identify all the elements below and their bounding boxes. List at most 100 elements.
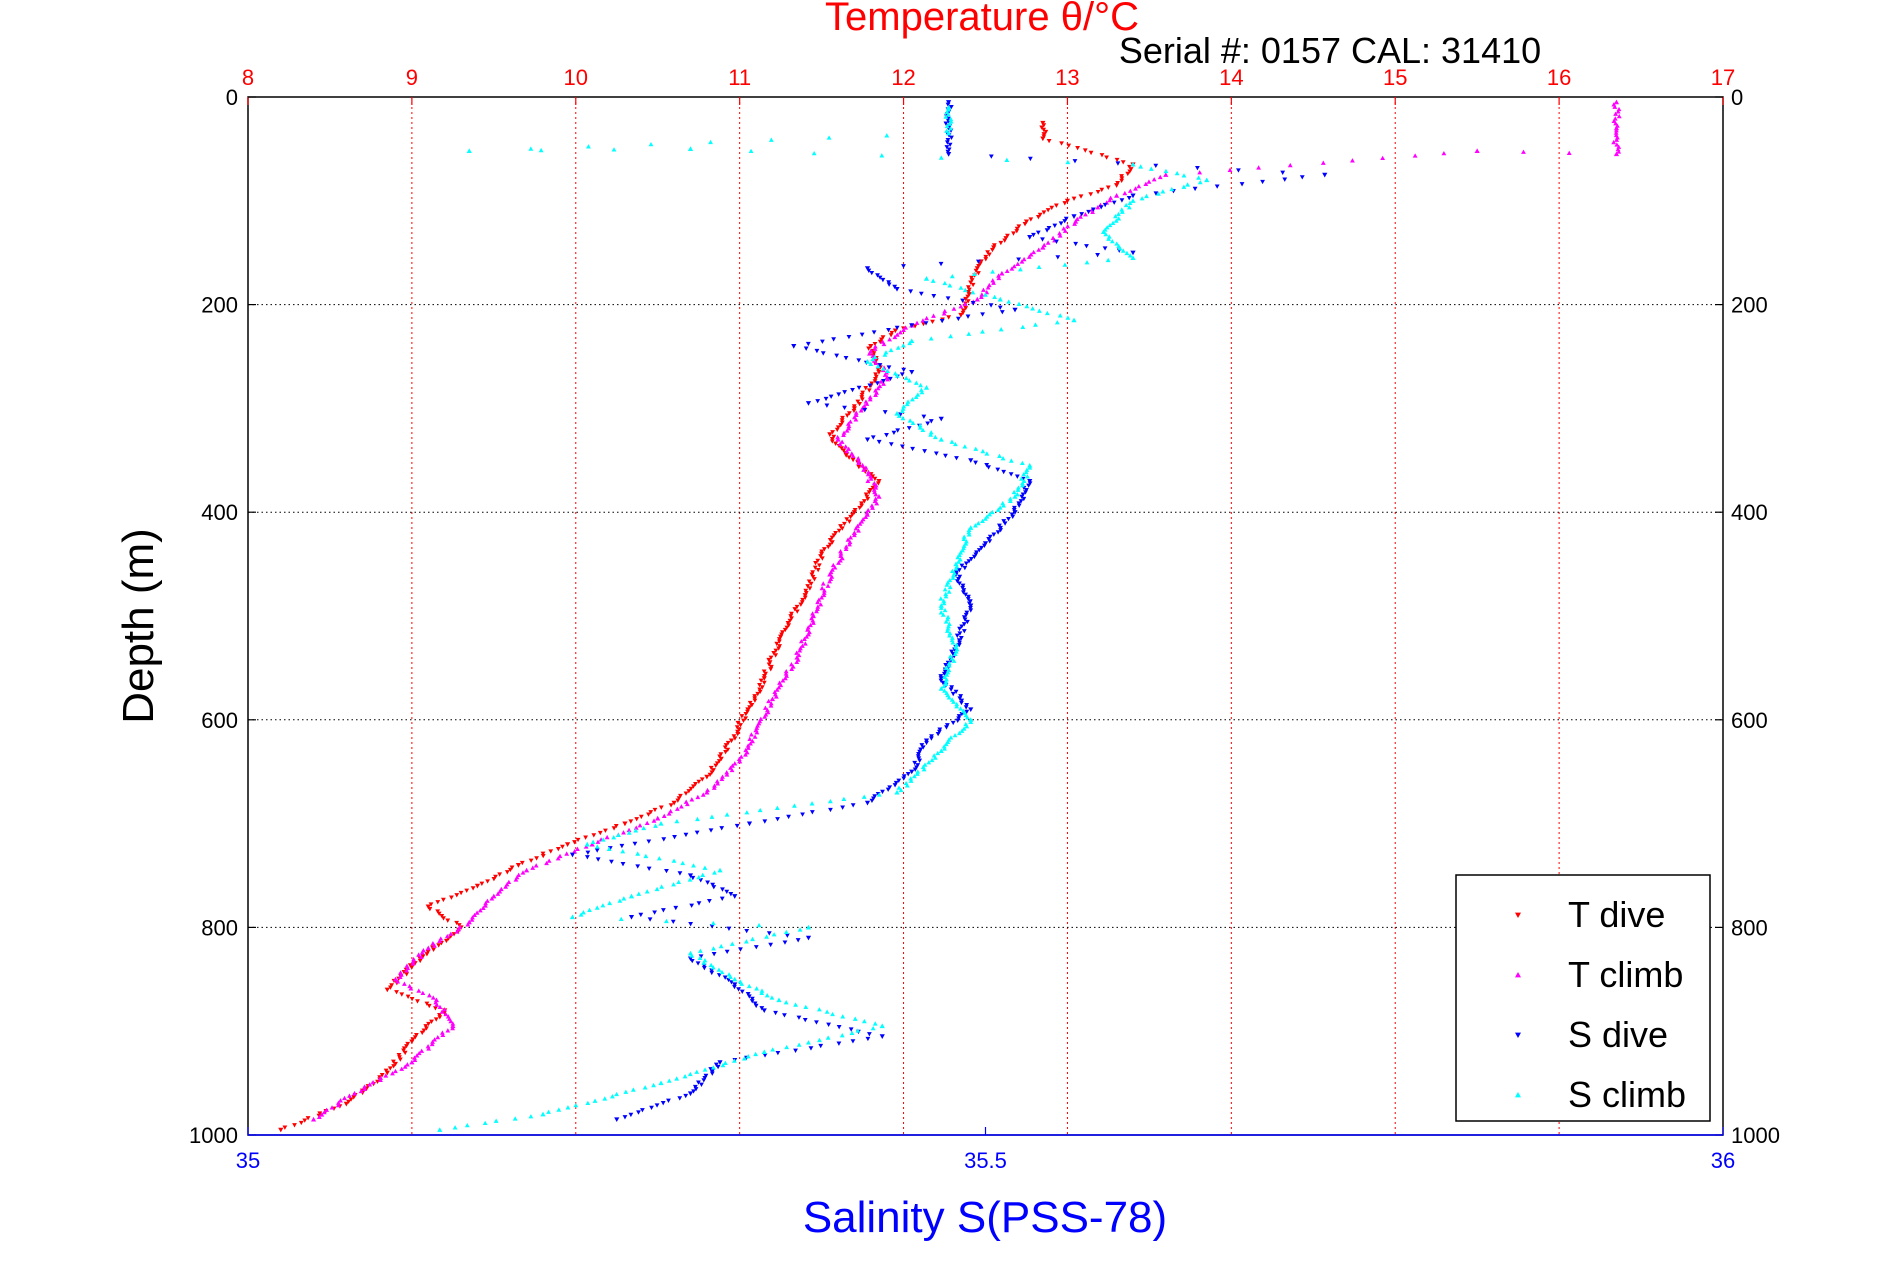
data-point: [862, 407, 868, 413]
data-point: [829, 535, 835, 540]
data-point: [735, 720, 741, 726]
data-point: [402, 1064, 408, 1069]
data-point: [766, 662, 772, 667]
data-point: [433, 997, 440, 1003]
data-point: [847, 519, 852, 524]
data-point: [390, 1071, 395, 1076]
data-point: [569, 914, 576, 920]
data-point: [454, 893, 460, 898]
data-point: [1016, 501, 1022, 506]
data-point: [747, 736, 753, 741]
data-point: [1010, 514, 1016, 520]
data-point: [732, 761, 738, 766]
data-point: [815, 599, 821, 605]
data-point: [898, 412, 903, 417]
data-point: [444, 933, 450, 939]
data-point: [417, 958, 423, 964]
data-point: [794, 659, 800, 665]
data-point: [1151, 177, 1157, 182]
data-point: [800, 597, 806, 603]
data-point: [691, 784, 696, 789]
data-point: [906, 426, 912, 431]
data-marks: [278, 99, 1622, 1133]
data-point: [697, 955, 703, 960]
data-point: [810, 611, 815, 616]
data-point: [774, 805, 780, 810]
data-point: [948, 333, 954, 339]
data-point: [429, 1019, 434, 1024]
data-point: [434, 1002, 440, 1007]
data-point: [1063, 216, 1069, 222]
data-point: [969, 278, 975, 283]
data-point: [1613, 121, 1619, 126]
data-point: [653, 823, 658, 828]
data-point: [943, 593, 949, 599]
data-point: [1566, 150, 1572, 155]
data-point: [851, 406, 857, 411]
data-point: [405, 1041, 411, 1047]
data-point: [1065, 223, 1071, 229]
data-point: [379, 1073, 385, 1078]
data-point: [731, 734, 737, 739]
data-point: [1044, 310, 1050, 316]
data-point: [921, 766, 927, 772]
data-point: [985, 285, 991, 290]
data-point: [806, 1040, 811, 1045]
data-point: [1019, 460, 1025, 466]
data-point: [1614, 137, 1620, 142]
data-point: [389, 983, 395, 988]
data-point: [879, 1023, 885, 1029]
data-point: [880, 277, 886, 283]
data-point: [718, 756, 724, 762]
data-point: [644, 820, 650, 826]
data-point: [1009, 266, 1015, 271]
data-point: [819, 549, 825, 554]
data-point: [738, 723, 744, 728]
data-point: [897, 330, 903, 335]
data-point: [1163, 168, 1169, 174]
data-point: [851, 510, 857, 515]
data-point: [843, 546, 849, 552]
data-point: [915, 769, 921, 774]
data-point: [743, 752, 748, 757]
data-point: [769, 696, 776, 702]
data-point: [342, 1095, 347, 1101]
data-point: [836, 1041, 842, 1046]
data-point: [761, 669, 767, 674]
data-point: [896, 413, 902, 418]
data-point: [810, 618, 816, 623]
data-point: [1109, 238, 1115, 244]
data-point: [397, 1057, 403, 1062]
data-point: [908, 776, 914, 781]
data-point: [690, 875, 696, 881]
data-point: [885, 787, 891, 792]
data-point: [970, 300, 976, 306]
data-point: [1107, 222, 1113, 228]
data-point: [1111, 200, 1117, 205]
data-point: [949, 656, 955, 661]
data-point: [962, 617, 968, 622]
data-point: [966, 559, 972, 564]
temp-tick-label: 8: [242, 65, 254, 90]
data-point: [949, 635, 955, 640]
data-point: [874, 501, 880, 506]
data-point: [983, 254, 989, 260]
data-point: [849, 1030, 855, 1036]
data-point: [793, 1048, 798, 1053]
data-point: [900, 408, 905, 414]
data-point: [718, 943, 724, 949]
data-point: [965, 285, 971, 290]
data-point: [611, 835, 617, 840]
data-point: [965, 299, 971, 304]
data-point: [701, 1078, 707, 1083]
data-point: [425, 904, 431, 910]
data-point: [896, 778, 902, 783]
data-point: [1005, 233, 1010, 239]
data-point: [942, 587, 948, 592]
data-point: [412, 1057, 418, 1062]
data-point: [851, 404, 857, 409]
data-point: [908, 778, 914, 783]
data-point: [1027, 478, 1033, 484]
data-point: [1026, 483, 1032, 488]
data-point: [651, 818, 657, 823]
